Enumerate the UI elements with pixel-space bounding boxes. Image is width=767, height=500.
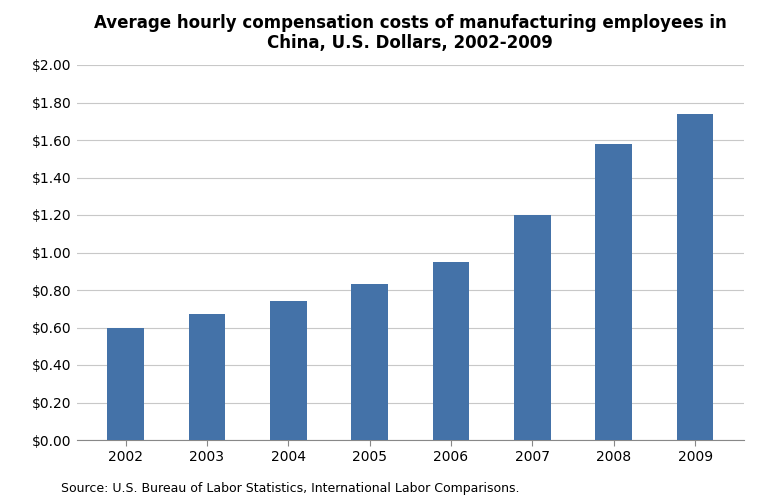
Bar xyxy=(595,144,632,440)
Bar xyxy=(351,284,388,440)
Bar xyxy=(189,314,225,440)
Bar xyxy=(514,215,551,440)
Bar xyxy=(676,114,713,440)
Bar xyxy=(433,262,469,440)
Text: Source: U.S. Bureau of Labor Statistics, International Labor Comparisons.: Source: U.S. Bureau of Labor Statistics,… xyxy=(61,482,520,495)
Bar xyxy=(107,328,144,440)
Title: Average hourly compensation costs of manufacturing employees in
China, U.S. Doll: Average hourly compensation costs of man… xyxy=(94,14,726,52)
Bar xyxy=(270,301,307,440)
